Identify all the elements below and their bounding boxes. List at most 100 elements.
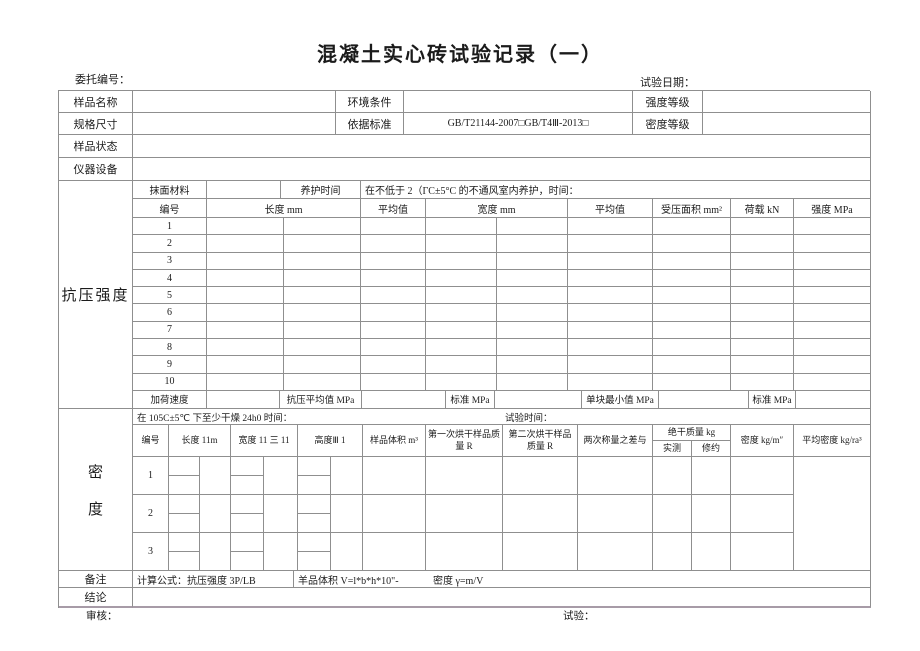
standard-mpa-input-cell-2[interactable] — [796, 390, 871, 409]
height-measure-cell[interactable] — [298, 552, 330, 570]
width-cell[interactable] — [426, 321, 497, 340]
mass-diff-cell[interactable] — [578, 495, 653, 533]
avg-strength-input-cell[interactable] — [362, 390, 446, 409]
spec-size-input-cell[interactable] — [133, 113, 336, 135]
load-cell[interactable] — [731, 321, 794, 340]
strength-cell[interactable] — [794, 356, 871, 374]
width-cell[interactable] — [426, 252, 497, 270]
length-cell[interactable] — [207, 356, 284, 374]
length-measure-cell[interactable] — [169, 533, 199, 552]
width-avg-cell[interactable] — [568, 252, 653, 270]
length-cell[interactable] — [284, 321, 361, 340]
width-cell[interactable] — [497, 373, 568, 391]
sample-name-input-cell[interactable] — [133, 91, 336, 113]
load-cell[interactable] — [731, 252, 794, 270]
width-cell[interactable] — [497, 235, 568, 253]
width-measure-cell[interactable] — [231, 533, 263, 552]
surface-material-input-cell[interactable] — [207, 181, 281, 199]
first-dry-mass-cell[interactable] — [426, 495, 503, 533]
load-cell[interactable] — [731, 356, 794, 374]
width-cell[interactable] — [497, 218, 568, 236]
loading-speed-input-cell[interactable] — [207, 390, 280, 409]
load-cell[interactable] — [731, 269, 794, 288]
first-dry-mass-cell[interactable] — [426, 533, 503, 571]
area-cell[interactable] — [653, 218, 731, 236]
area-cell[interactable] — [653, 373, 731, 391]
width-avg-cell[interactable] — [568, 339, 653, 357]
width-cell[interactable] — [426, 235, 497, 253]
length-avg-cell[interactable] — [200, 533, 231, 571]
width-cell[interactable] — [426, 269, 497, 288]
length-cell[interactable] — [207, 339, 284, 357]
width-avg-cell[interactable] — [264, 495, 298, 533]
area-cell[interactable] — [653, 252, 731, 270]
length-avg-cell[interactable] — [361, 218, 426, 236]
area-cell[interactable] — [653, 287, 731, 305]
measured-mass-cell[interactable] — [653, 533, 692, 571]
width-cell[interactable] — [426, 287, 497, 305]
strength-cell[interactable] — [794, 269, 871, 288]
length-cell[interactable] — [284, 339, 361, 357]
load-cell[interactable] — [731, 235, 794, 253]
rounded-mass-cell[interactable] — [692, 495, 731, 533]
length-cell[interactable] — [284, 269, 361, 288]
height-measure-cell[interactable] — [298, 457, 330, 476]
height-measure-cell[interactable] — [298, 476, 330, 494]
length-avg-cell[interactable] — [361, 339, 426, 357]
density-grade-input-cell[interactable] — [703, 113, 871, 135]
area-cell[interactable] — [653, 235, 731, 253]
first-dry-mass-cell[interactable] — [426, 457, 503, 495]
density-value-cell[interactable] — [731, 495, 794, 533]
strength-grade-input-cell[interactable] — [703, 91, 871, 113]
length-cell[interactable] — [207, 218, 284, 236]
length-cell[interactable] — [207, 373, 284, 391]
width-measure-cell[interactable] — [231, 514, 263, 532]
strength-cell[interactable] — [794, 321, 871, 340]
width-cell[interactable] — [497, 339, 568, 357]
standard-mpa-input-cell[interactable] — [495, 390, 582, 409]
length-avg-cell[interactable] — [361, 304, 426, 322]
strength-cell[interactable] — [794, 252, 871, 270]
width-cell[interactable] — [497, 321, 568, 340]
length-cell[interactable] — [207, 321, 284, 340]
length-cell[interactable] — [207, 304, 284, 322]
width-avg-cell[interactable] — [568, 304, 653, 322]
length-avg-cell[interactable] — [361, 356, 426, 374]
length-cell[interactable] — [284, 252, 361, 270]
second-dry-mass-cell[interactable] — [503, 457, 578, 495]
mass-diff-cell[interactable] — [578, 533, 653, 571]
width-avg-cell[interactable] — [264, 457, 298, 495]
width-avg-cell[interactable] — [568, 373, 653, 391]
height-avg-cell[interactable] — [331, 495, 363, 533]
length-measure-cell[interactable] — [169, 552, 199, 570]
area-cell[interactable] — [653, 304, 731, 322]
sample-state-input-cell[interactable] — [133, 135, 871, 158]
density-value-cell[interactable] — [731, 533, 794, 571]
volume-cell[interactable] — [363, 457, 426, 495]
height-measure-cell[interactable] — [298, 495, 330, 514]
area-cell[interactable] — [653, 356, 731, 374]
width-cell[interactable] — [426, 373, 497, 391]
load-cell[interactable] — [731, 304, 794, 322]
width-avg-cell[interactable] — [568, 356, 653, 374]
width-measure-cell[interactable] — [231, 476, 263, 494]
width-cell[interactable] — [426, 356, 497, 374]
length-cell[interactable] — [284, 218, 361, 236]
width-cell[interactable] — [497, 356, 568, 374]
length-avg-cell[interactable] — [200, 495, 231, 533]
height-measure-cell[interactable] — [298, 514, 330, 532]
width-avg-cell[interactable] — [568, 287, 653, 305]
measured-mass-cell[interactable] — [653, 495, 692, 533]
width-cell[interactable] — [426, 304, 497, 322]
width-cell[interactable] — [497, 269, 568, 288]
width-cell[interactable] — [426, 339, 497, 357]
area-cell[interactable] — [653, 339, 731, 357]
conclusion-input-cell[interactable] — [133, 588, 871, 608]
area-cell[interactable] — [653, 269, 731, 288]
length-measure-cell[interactable] — [169, 457, 199, 476]
height-measure-cell[interactable] — [298, 533, 330, 552]
width-avg-cell[interactable] — [568, 235, 653, 253]
length-avg-cell[interactable] — [361, 235, 426, 253]
volume-cell[interactable] — [363, 495, 426, 533]
strength-cell[interactable] — [794, 287, 871, 305]
